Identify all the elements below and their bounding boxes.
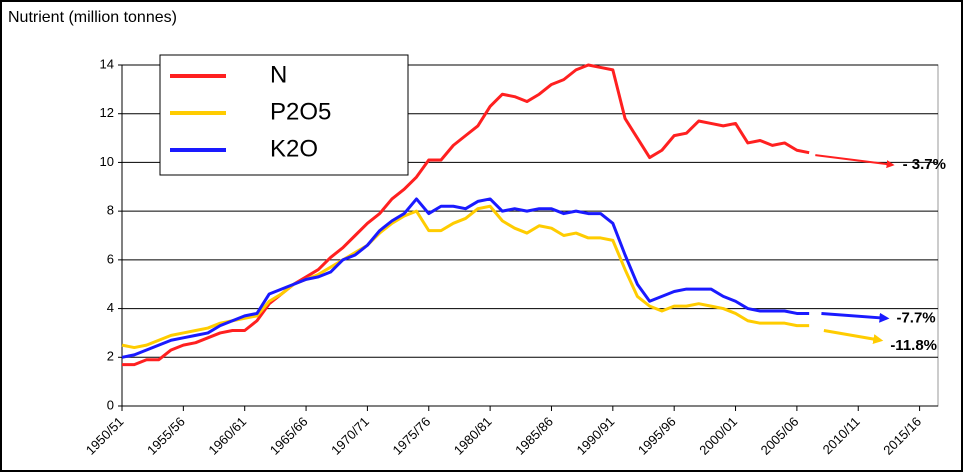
projection-arrow bbox=[821, 311, 890, 323]
legend: N P2O5 K2O bbox=[159, 54, 409, 176]
series-line bbox=[121, 197, 810, 359]
y-tick-label: 6 bbox=[107, 251, 114, 266]
y-tick-label: 0 bbox=[107, 397, 114, 412]
projection-arrow bbox=[815, 154, 895, 169]
y-tick-label: 2 bbox=[107, 349, 114, 364]
y-tick-label: 14 bbox=[100, 56, 114, 71]
legend-label: N bbox=[270, 61, 287, 88]
series-line bbox=[122, 63, 810, 367]
projection-arrow bbox=[823, 329, 884, 344]
projection-label: -7.7% bbox=[896, 309, 935, 326]
projection-label: -11.8% bbox=[890, 337, 937, 354]
y-tick-label: 10 bbox=[100, 154, 114, 169]
y-axis-label: Nutrient (million tonnes) bbox=[8, 9, 177, 26]
y-tick-label: 8 bbox=[107, 203, 114, 218]
projection-label: - 3.7% bbox=[903, 156, 946, 173]
y-tick-label: 4 bbox=[107, 300, 114, 315]
legend-label: P2O5 bbox=[270, 98, 331, 125]
y-tick-label: 12 bbox=[100, 105, 114, 120]
legend-label: K2O bbox=[270, 135, 318, 162]
